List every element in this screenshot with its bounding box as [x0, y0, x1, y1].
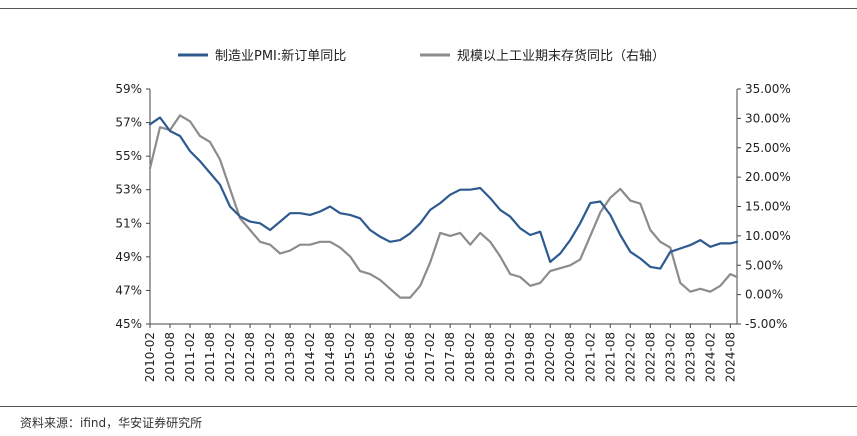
x-tick-label: 2016-02	[383, 332, 397, 382]
x-tick-label: 2012-08	[243, 332, 257, 382]
x-tick-label: 2015-08	[363, 332, 377, 382]
x-tick-label: 2023-02	[663, 332, 677, 382]
x-tick-label: 2010-02	[143, 332, 157, 382]
x-tick-label: 2019-02	[503, 332, 517, 382]
x-tick-label: 2018-08	[483, 332, 497, 382]
y-right-tick-label: 5.00%	[745, 258, 783, 272]
x-tick-label: 2021-02	[583, 332, 597, 382]
x-tick-label: 2013-08	[283, 332, 297, 382]
bottom-rule	[0, 406, 857, 407]
y-right-tick-label: 35.00%	[745, 82, 791, 96]
x-tick-label: 2017-08	[443, 332, 457, 382]
legend-label: 制造业PMI:新订单同比	[215, 48, 346, 64]
y-right-tick-label: 20.00%	[745, 170, 791, 184]
legend-label: 规模以上工业期末存货同比（右轴）	[457, 48, 665, 64]
y-right-tick-label: -5.00%	[745, 317, 787, 331]
x-tick-label: 2011-08	[203, 332, 217, 382]
series-line-pmi-new-orders	[148, 116, 739, 270]
y-left-tick-label: 57%	[115, 116, 142, 130]
x-tick-label: 2024-08	[723, 332, 737, 382]
y-left-tick-label: 51%	[115, 216, 142, 230]
x-tick-label: 2010-08	[163, 332, 177, 382]
y-left-tick-label: 55%	[115, 149, 142, 163]
x-tick-label: 2011-02	[183, 332, 197, 382]
y-right-tick-label: 15.00%	[745, 200, 791, 214]
y-left-tick-label: 49%	[115, 250, 142, 264]
x-tick-label: 2018-02	[463, 332, 477, 382]
x-tick-label: 2022-08	[643, 332, 657, 382]
x-tick-label: 2020-02	[543, 332, 557, 382]
y-right-tick-label: 25.00%	[745, 141, 791, 155]
series-line-inventory-yoy	[148, 114, 739, 299]
chart-svg: 45% 47% 49% 51% 53% 55% 57% 59% -5.00% 0.00% 5.00%…	[115, 48, 791, 382]
x-tick-label: 2014-08	[323, 332, 337, 382]
x-tick-label: 2014-02	[303, 332, 317, 382]
x-tick-label: 2024-02	[703, 332, 717, 382]
y-left-tick-label: 53%	[115, 183, 142, 197]
x-tick-label: 2019-08	[523, 332, 537, 382]
x-tick-label: 2020-08	[563, 332, 577, 382]
x-tick-label: 2016-08	[403, 332, 417, 382]
y-left-tick-label: 45%	[115, 317, 142, 331]
x-tick-label: 2013-02	[263, 332, 277, 382]
x-tick-label: 2012-02	[223, 332, 237, 382]
y-left-tick-label: 59%	[115, 82, 142, 96]
top-rule	[0, 8, 857, 9]
y-right-tick-label: 30.00%	[745, 111, 791, 125]
y-left-tick-label: 47%	[115, 283, 142, 297]
x-tick-label: 2017-02	[423, 332, 437, 382]
x-tick-label: 2021-08	[603, 332, 617, 382]
x-tick-label: 2023-08	[683, 332, 697, 382]
x-tick-label: 2022-02	[623, 332, 637, 382]
y-right-tick-label: 0.00%	[745, 288, 783, 302]
source-note: 资料来源：ifind，华安证券研究所	[20, 416, 203, 430]
x-tick-label: 2015-02	[343, 332, 357, 382]
y-right-tick-label: 10.00%	[745, 229, 791, 243]
